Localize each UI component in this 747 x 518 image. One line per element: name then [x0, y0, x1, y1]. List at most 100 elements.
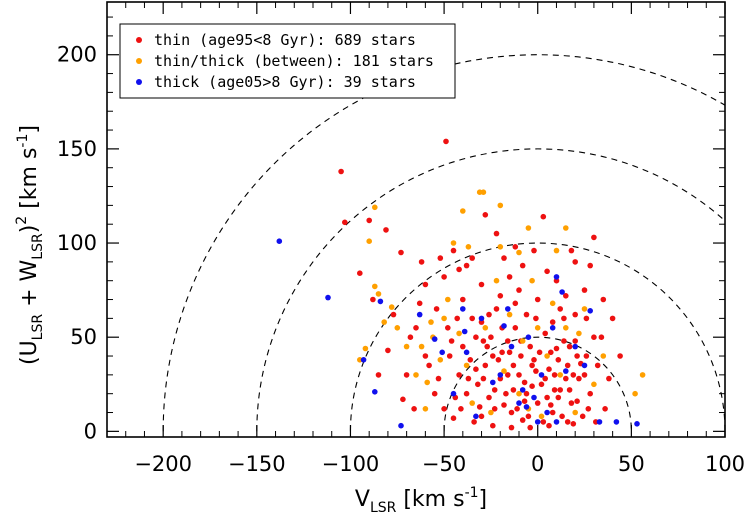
- data-point: [531, 394, 537, 401]
- y-axis-title: (ULSR + WLSR)2 [km s-1]: [14, 125, 46, 365]
- data-point: [418, 259, 425, 265]
- data-point: [583, 353, 590, 359]
- data-point: [527, 343, 533, 350]
- data-point: [463, 362, 470, 369]
- data-point: [516, 390, 522, 397]
- data-point: [398, 249, 404, 256]
- x-tick-label: 50: [618, 452, 645, 476]
- data-point: [377, 298, 384, 305]
- data-point: [546, 422, 552, 429]
- data-point: [591, 334, 597, 341]
- data-point: [523, 390, 530, 397]
- data-point: [551, 372, 558, 378]
- data-point: [609, 315, 616, 322]
- data-point: [501, 255, 507, 261]
- legend-marker-thick: [136, 79, 142, 85]
- data-point: [381, 319, 388, 325]
- data-point: [519, 262, 526, 269]
- data-point: [508, 343, 515, 350]
- data-point: [538, 372, 545, 378]
- data-point: [523, 404, 530, 410]
- data-point: [478, 281, 485, 288]
- data-point: [366, 217, 373, 224]
- data-point: [422, 353, 429, 359]
- data-point: [394, 325, 401, 331]
- data-point: [480, 338, 487, 344]
- data-point: [525, 225, 532, 231]
- data-point: [400, 396, 406, 403]
- data-point: [505, 372, 511, 378]
- data-point: [458, 406, 464, 412]
- data-point: [516, 249, 522, 256]
- data-point: [443, 138, 449, 145]
- data-point: [501, 402, 507, 408]
- data-point: [491, 406, 498, 412]
- data-point: [505, 338, 511, 344]
- data-point: [542, 375, 548, 382]
- data-point: [437, 357, 444, 363]
- data-point: [570, 372, 577, 378]
- data-point: [441, 406, 447, 412]
- data-point: [497, 202, 504, 209]
- y-tick-label: 0: [84, 419, 97, 443]
- data-point: [471, 419, 477, 425]
- data-point: [372, 389, 378, 395]
- data-point: [484, 343, 491, 350]
- data-point: [538, 413, 545, 420]
- data-point: [568, 247, 575, 254]
- data-point: [467, 357, 474, 363]
- data-point: [561, 338, 567, 344]
- data-point: [446, 353, 453, 359]
- data-point: [572, 343, 578, 350]
- data-point: [531, 357, 537, 363]
- data-point: [416, 311, 423, 318]
- data-point: [529, 277, 535, 284]
- data-point: [478, 315, 485, 322]
- data-point: [325, 294, 331, 301]
- data-point: [525, 334, 532, 341]
- data-point: [538, 381, 545, 388]
- data-point: [463, 262, 470, 269]
- data-point: [574, 353, 580, 359]
- data-point: [439, 349, 446, 356]
- data-point: [639, 372, 646, 378]
- data-point: [527, 424, 533, 431]
- data-point: [553, 274, 560, 280]
- data-point: [596, 419, 603, 425]
- data-point: [591, 234, 597, 241]
- x-tick-label: −150: [228, 452, 286, 476]
- data-point: [506, 311, 513, 318]
- data-point: [544, 268, 550, 275]
- data-point: [422, 281, 429, 288]
- data-point: [523, 311, 530, 318]
- data-point: [413, 325, 419, 331]
- data-point: [460, 306, 466, 312]
- data-point: [546, 366, 552, 373]
- data-point: [493, 230, 500, 237]
- data-point: [499, 349, 505, 356]
- data-point: [366, 238, 373, 244]
- legend-marker-between: [136, 58, 142, 64]
- data-point: [529, 383, 535, 390]
- data-point: [559, 413, 565, 420]
- data-point: [587, 308, 593, 314]
- data-point: [518, 353, 524, 359]
- data-point: [493, 306, 500, 312]
- legend-label-thick: thick (age05>8 Gyr): 39 stars: [154, 73, 416, 91]
- data-point: [490, 379, 496, 386]
- y-tick-label: 150: [57, 137, 97, 161]
- data-point: [553, 419, 560, 425]
- series-1: [357, 189, 646, 420]
- data-point: [465, 375, 472, 382]
- data-point: [544, 409, 550, 416]
- data-point: [362, 345, 369, 352]
- data-point: [424, 379, 431, 386]
- data-point: [521, 379, 528, 386]
- data-point: [585, 406, 592, 412]
- data-point: [519, 387, 526, 393]
- data-point: [553, 345, 560, 352]
- data-point: [426, 362, 432, 369]
- data-point: [475, 381, 481, 388]
- data-point: [555, 357, 562, 363]
